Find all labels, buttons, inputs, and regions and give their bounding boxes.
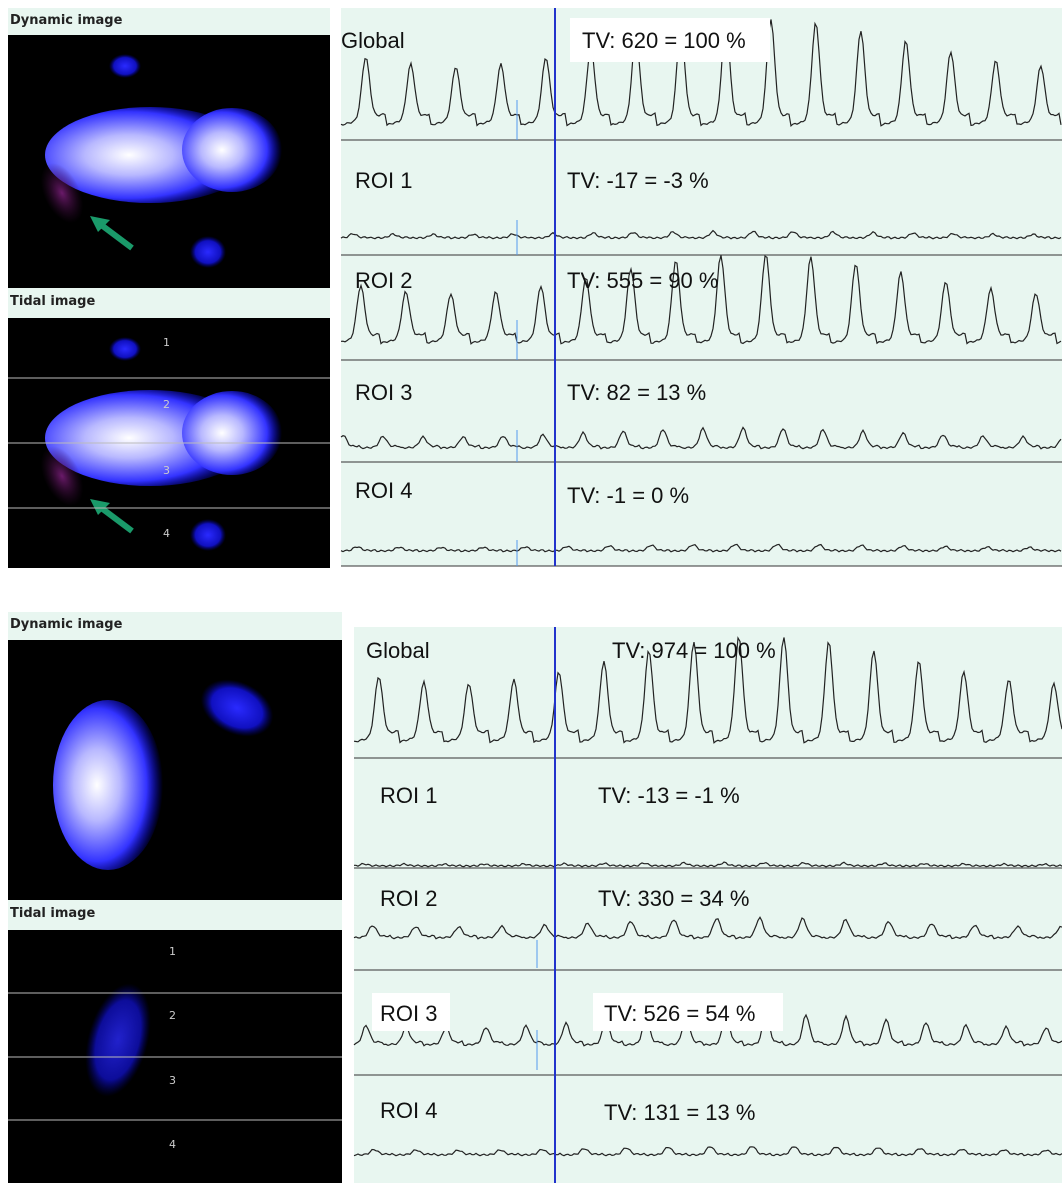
tv-text: TV: -17 = -3 % xyxy=(567,168,709,193)
roi-number: 4 xyxy=(163,527,170,540)
tv-text: TV: 330 = 34 % xyxy=(598,886,749,911)
trace-label: ROI 4 xyxy=(380,1098,437,1123)
roi-number: 2 xyxy=(163,398,170,411)
blob xyxy=(190,236,226,268)
tv-text: TV: -1 = 0 % xyxy=(567,483,689,508)
tv-text: TV: 82 = 13 % xyxy=(567,380,706,405)
trace-label: ROI 1 xyxy=(380,783,437,808)
tidal-label: Tidal image xyxy=(10,906,95,921)
blob xyxy=(190,519,226,551)
trace-label: ROI 1 xyxy=(355,168,412,193)
tv-text: TV: 526 = 54 % xyxy=(604,1001,755,1026)
tv-text: TV: 131 = 13 % xyxy=(604,1100,755,1125)
roi-number: 1 xyxy=(169,945,176,958)
trace-label: ROI 3 xyxy=(355,380,412,405)
blob xyxy=(182,108,282,192)
trace-label: Global xyxy=(366,638,430,663)
tv-text: TV: 974 = 100 % xyxy=(612,638,776,663)
roi-number: 4 xyxy=(169,1138,176,1151)
roi-number: 1 xyxy=(163,336,170,349)
blob xyxy=(53,700,163,870)
tv-text: TV: 620 = 100 % xyxy=(582,28,746,53)
trace-label: ROI 2 xyxy=(380,886,437,911)
trace-label: ROI 3 xyxy=(380,1001,437,1026)
blob xyxy=(109,54,141,78)
trace-label: Global xyxy=(341,28,405,53)
roi-number: 3 xyxy=(169,1074,176,1087)
blob xyxy=(109,337,141,361)
tidal-label: Tidal image xyxy=(10,294,95,309)
blob xyxy=(182,391,282,475)
dynamic-label: Dynamic image xyxy=(10,617,123,632)
roi-number: 3 xyxy=(163,464,170,477)
tv-text: TV: 555 = 90 % xyxy=(567,268,718,293)
trace-label: ROI 2 xyxy=(355,268,412,293)
dynamic-label: Dynamic image xyxy=(10,13,123,28)
tv-text: TV: -13 = -1 % xyxy=(598,783,740,808)
screenshot: Dynamic image Tidal image 1 2 3 4 Global… xyxy=(0,0,1062,1183)
trace-label: ROI 4 xyxy=(355,478,412,503)
roi-number: 2 xyxy=(169,1009,176,1022)
